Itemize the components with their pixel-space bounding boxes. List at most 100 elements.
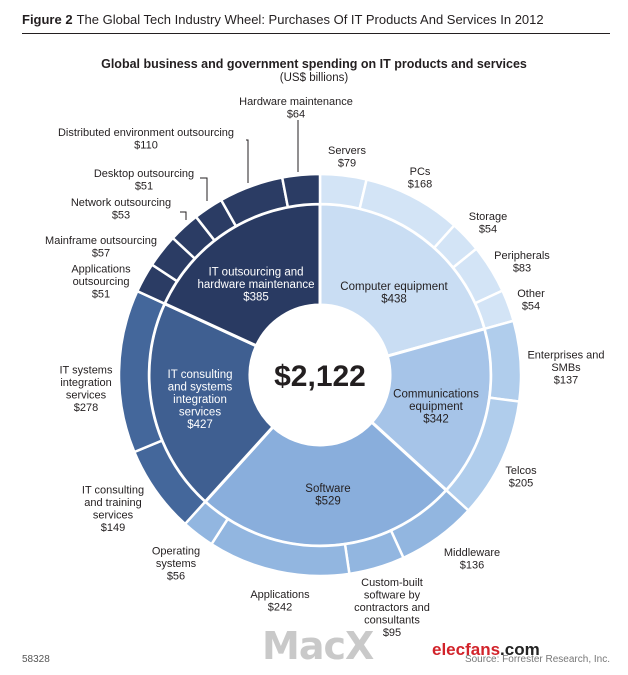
category-label-it-outsourcing-and: IT outsourcing and hardware maintenance $3… xyxy=(198,267,315,304)
label-custom-built-software-by-contractors-and-consultants-line: contractors and xyxy=(354,602,430,614)
watermark-logo: MacX xyxy=(262,624,374,668)
label-network-outsourcing-line: $53 xyxy=(112,209,130,221)
label-servers-line: Servers xyxy=(328,145,366,157)
label-hardware-maintenance-line: $64 xyxy=(287,108,305,120)
category-label-it-consulting-line: services xyxy=(179,407,221,419)
figure-caption: The Global Tech Industry Wheel: Purchase… xyxy=(76,12,544,27)
category-label-software: Software $529 xyxy=(305,483,350,508)
label-distributed-environment-outsourcing-line: $110 xyxy=(134,139,158,151)
document-id: 58328 xyxy=(22,654,50,665)
label-desktop-outsourcing: Desktop outsourcing $51 xyxy=(94,168,194,193)
label-pcs-line: $168 xyxy=(408,178,432,190)
leader-line xyxy=(180,211,187,220)
label-peripherals: Peripherals $83 xyxy=(494,250,550,275)
label-applications-outsourcing-line: $51 xyxy=(92,289,110,301)
category-label-it-consulting-line: and systems xyxy=(168,382,233,394)
label-storage-line: Storage xyxy=(469,211,508,223)
label-enterprises-and-smbs-line: Enterprises and xyxy=(527,350,604,362)
label-custom-built-software-by-contractors-and-consultants-line: Custom-built xyxy=(361,577,423,589)
label-middleware: Middleware $136 xyxy=(444,547,500,572)
label-peripherals-line: $83 xyxy=(513,262,531,274)
figure-label: Figure 2 xyxy=(22,12,73,27)
label-mainframe-outsourcing: Mainframe outsourcing $57 xyxy=(45,235,157,259)
center-hub xyxy=(250,305,390,445)
brand-name: elecfans xyxy=(432,640,501,659)
label-applications-outsourcing-line: Applications xyxy=(71,264,131,276)
label-pcs: PCs $168 xyxy=(408,166,432,191)
leader-lines-layer xyxy=(180,120,299,220)
category-label-it-consulting-line: IT consulting xyxy=(168,369,233,381)
label-enterprises-and-smbs-line: SMBs xyxy=(551,362,581,374)
label-applications: Applications $242 xyxy=(250,589,310,614)
label-pcs-line: PCs xyxy=(410,166,431,178)
label-storage: Storage $54 xyxy=(469,211,508,236)
chart-title: Global business and government spending … xyxy=(101,57,527,71)
category-label-communications-line: $342 xyxy=(423,414,449,426)
label-it-consulting-and-training-services-line: $149 xyxy=(101,522,125,534)
segment-hardware-maintenance xyxy=(280,172,322,209)
label-distributed-environment-outsourcing: Distributed environment outsourcing $110 xyxy=(58,127,234,152)
segment-enterprises-and xyxy=(483,319,523,403)
label-custom-built-software-by-contractors-and-consultants-line: consultants xyxy=(364,615,420,627)
label-desktop-outsourcing-line: Desktop outsourcing xyxy=(94,168,194,180)
label-mainframe-outsourcing-line: Mainframe outsourcing xyxy=(45,235,157,247)
figure-header: Figure 2 The Global Tech Industry Wheel: … xyxy=(22,11,610,34)
category-label-communications-line: equipment xyxy=(409,401,464,413)
category-label-it-consulting: IT consulting and systems integration servi… xyxy=(168,369,233,431)
label-other-line: $54 xyxy=(522,300,540,312)
brand-logo: elecfans.com xyxy=(432,640,540,660)
leader-line xyxy=(200,177,208,201)
label-servers: Servers $79 xyxy=(328,145,366,170)
category-label-it-outsourcing-and-line: IT outsourcing and xyxy=(208,267,303,279)
label-other-line: Other xyxy=(517,288,545,300)
label-distributed-environment-outsourcing-line: Distributed environment outsourcing xyxy=(58,127,234,139)
label-it-systems-integration-services-line: $278 xyxy=(74,402,98,414)
label-middleware-line: Middleware xyxy=(444,547,500,559)
label-hardware-maintenance: Hardware maintenance $64 xyxy=(239,96,353,121)
label-telcos: Telcos $205 xyxy=(505,465,537,490)
label-operating-systems: Operating systems $56 xyxy=(152,546,200,583)
label-other: Other $54 xyxy=(517,288,545,313)
source-note: Source: Forrester Research, Inc. xyxy=(464,654,610,665)
label-storage-line: $54 xyxy=(479,223,497,235)
label-enterprises-and-smbs: Enterprises and SMBs $137 xyxy=(527,350,604,387)
category-label-software-line: Software xyxy=(305,483,350,495)
label-desktop-outsourcing-line: $51 xyxy=(135,180,153,192)
label-custom-built-software-by-contractors-and-consultants-line: $95 xyxy=(383,627,401,639)
label-it-systems-integration-services-line: integration xyxy=(60,377,111,389)
label-custom-built-software-by-contractors-and-consultants: Custom-built software by contractors and co… xyxy=(354,577,430,639)
label-it-consulting-and-training-services-line: IT consulting xyxy=(82,484,144,496)
label-network-outsourcing-line: Network outsourcing xyxy=(71,197,171,209)
label-telcos-line: $205 xyxy=(509,477,533,489)
label-servers-line: $79 xyxy=(338,157,356,169)
label-it-consulting-and-training-services-line: services xyxy=(93,509,134,521)
label-custom-built-software-by-contractors-and-consultants-line: software by xyxy=(364,590,421,602)
leader-line xyxy=(246,139,249,183)
label-hardware-maintenance-line: Hardware maintenance xyxy=(239,96,353,108)
category-label-it-outsourcing-and-line: $385 xyxy=(243,292,269,304)
label-operating-systems-line: systems xyxy=(156,558,197,570)
label-applications-line: $242 xyxy=(268,601,292,613)
category-label-it-consulting-line: integration xyxy=(173,394,227,406)
label-it-systems-integration-services-line: IT systems xyxy=(60,364,113,376)
label-it-systems-integration-services: IT systems integration services $278 xyxy=(60,364,113,414)
category-label-computer-equipment-line: Computer equipment xyxy=(340,281,448,293)
label-operating-systems-line: Operating xyxy=(152,546,200,558)
category-label-computer-equipment: Computer equipment $438 xyxy=(340,281,448,306)
label-enterprises-and-smbs-line: $137 xyxy=(554,375,578,387)
label-telcos-line: Telcos xyxy=(505,465,537,477)
label-mainframe-outsourcing-line: $57 xyxy=(92,247,110,259)
chart-subtitle: (US$ billions) xyxy=(279,72,349,84)
label-it-consulting-and-training-services-line: and training xyxy=(84,497,142,509)
label-applications-outsourcing: Applications outsourcing $51 xyxy=(71,264,131,301)
category-label-computer-equipment-line: $438 xyxy=(381,293,407,305)
label-peripherals-line: Peripherals xyxy=(494,250,550,262)
label-network-outsourcing: Network outsourcing $53 xyxy=(71,197,171,222)
category-label-software-line: $529 xyxy=(315,495,341,507)
category-label-communications: Communications equipment $342 xyxy=(393,389,479,426)
brand-tld: .com xyxy=(500,640,540,659)
label-it-consulting-and-training-services: IT consulting and training services $149 xyxy=(82,484,144,534)
label-it-systems-integration-services-line: services xyxy=(66,389,107,401)
